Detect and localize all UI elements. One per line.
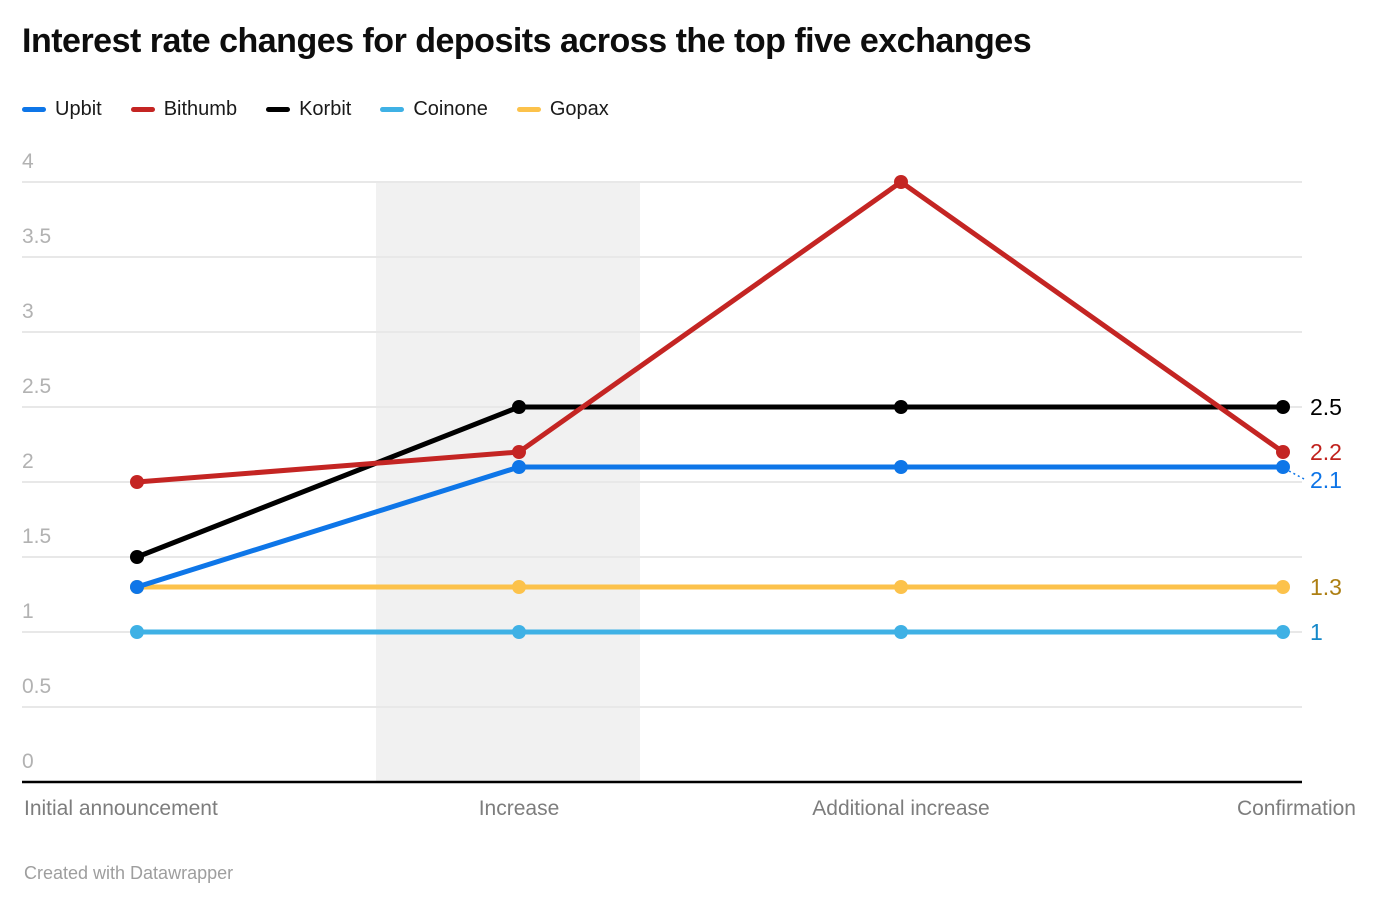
legend-item-coinone[interactable]: Coinone bbox=[380, 98, 488, 120]
y-axis-tick-label: 2 bbox=[22, 450, 34, 473]
x-axis-label-3: Confirmation bbox=[1237, 797, 1356, 820]
data-point-upbit-3[interactable] bbox=[1276, 460, 1290, 474]
data-point-upbit-0[interactable] bbox=[130, 580, 144, 594]
series-line-bithumb bbox=[134, 179, 1286, 485]
chart-title: Interest rate changes for deposits acros… bbox=[22, 22, 1032, 60]
data-point-korbit-1[interactable] bbox=[512, 400, 526, 414]
data-point-bithumb-1[interactable] bbox=[512, 445, 526, 459]
legend-item-label: Gopax bbox=[549, 98, 609, 120]
legend-item-label: Coinone bbox=[413, 98, 488, 120]
legend-swatch-icon bbox=[22, 106, 46, 112]
data-point-korbit-2[interactable] bbox=[894, 400, 908, 414]
data-point-coinone-0[interactable] bbox=[130, 625, 144, 639]
y-axis-tick-label: 1 bbox=[22, 600, 34, 623]
legend-swatch-icon bbox=[380, 106, 405, 112]
series-end-value-korbit: 2.5 bbox=[1310, 394, 1342, 420]
data-point-gopax-3[interactable] bbox=[1276, 580, 1290, 594]
legend-swatch-icon bbox=[266, 106, 291, 112]
data-point-gopax-1[interactable] bbox=[512, 580, 526, 594]
x-axis-label-2: Additional increase bbox=[812, 797, 989, 820]
y-axis-tick-label: 1.5 bbox=[22, 525, 51, 548]
data-point-gopax-2[interactable] bbox=[894, 580, 908, 594]
y-axis-tick-label: 2.5 bbox=[22, 375, 51, 398]
legend-item-upbit[interactable]: Upbit bbox=[22, 98, 102, 120]
series-end-value-coinone: 1 bbox=[1310, 619, 1323, 645]
data-point-upbit-1[interactable] bbox=[512, 460, 526, 474]
legend-item-label: Bithumb bbox=[163, 98, 238, 120]
legend-swatch-icon bbox=[130, 106, 155, 112]
data-point-upbit-2[interactable] bbox=[894, 460, 908, 474]
data-point-korbit-3[interactable] bbox=[1276, 400, 1290, 414]
data-point-coinone-2[interactable] bbox=[894, 625, 908, 639]
legend-swatch-icon bbox=[516, 106, 541, 112]
series-end-value-upbit: 2.1 bbox=[1310, 467, 1342, 493]
y-axis-tick-label: 0.5 bbox=[22, 675, 51, 698]
data-point-bithumb-0[interactable] bbox=[130, 475, 144, 489]
y-axis-tick-label: 3 bbox=[22, 300, 34, 323]
data-point-coinone-3[interactable] bbox=[1276, 625, 1290, 639]
legend-item-korbit[interactable]: Korbit bbox=[266, 98, 351, 120]
legend-item-gopax[interactable]: Gopax bbox=[516, 98, 609, 120]
legend-item-label: Korbit bbox=[299, 98, 352, 120]
y-axis-tick-label: 3.5 bbox=[22, 225, 51, 248]
legend-item-bithumb[interactable]: Bithumb bbox=[130, 98, 238, 120]
y-axis-tick-label: 0 bbox=[22, 750, 34, 773]
label-leader-line bbox=[1288, 470, 1307, 481]
series-line-korbit bbox=[134, 404, 1286, 560]
datawrapper-attribution-link[interactable]: Created with Datawrapper bbox=[24, 863, 234, 883]
series-end-value-bithumb: 2.2 bbox=[1310, 439, 1342, 465]
data-point-coinone-1[interactable] bbox=[512, 625, 526, 639]
data-point-bithumb-2[interactable] bbox=[894, 175, 908, 189]
series-end-value-gopax: 1.3 bbox=[1310, 574, 1342, 600]
legend: Upbit Bithumb Korbit Coinone Gopax bbox=[22, 98, 609, 120]
y-axis-tick-label: 4 bbox=[22, 150, 34, 173]
data-point-korbit-0[interactable] bbox=[130, 550, 144, 564]
legend-item-label: Upbit bbox=[55, 98, 102, 120]
x-axis-label-0: Initial announcement bbox=[24, 797, 218, 820]
data-point-bithumb-3[interactable] bbox=[1276, 445, 1290, 459]
x-axis-label-1: Increase bbox=[479, 797, 560, 820]
series-line-upbit bbox=[134, 464, 1286, 590]
